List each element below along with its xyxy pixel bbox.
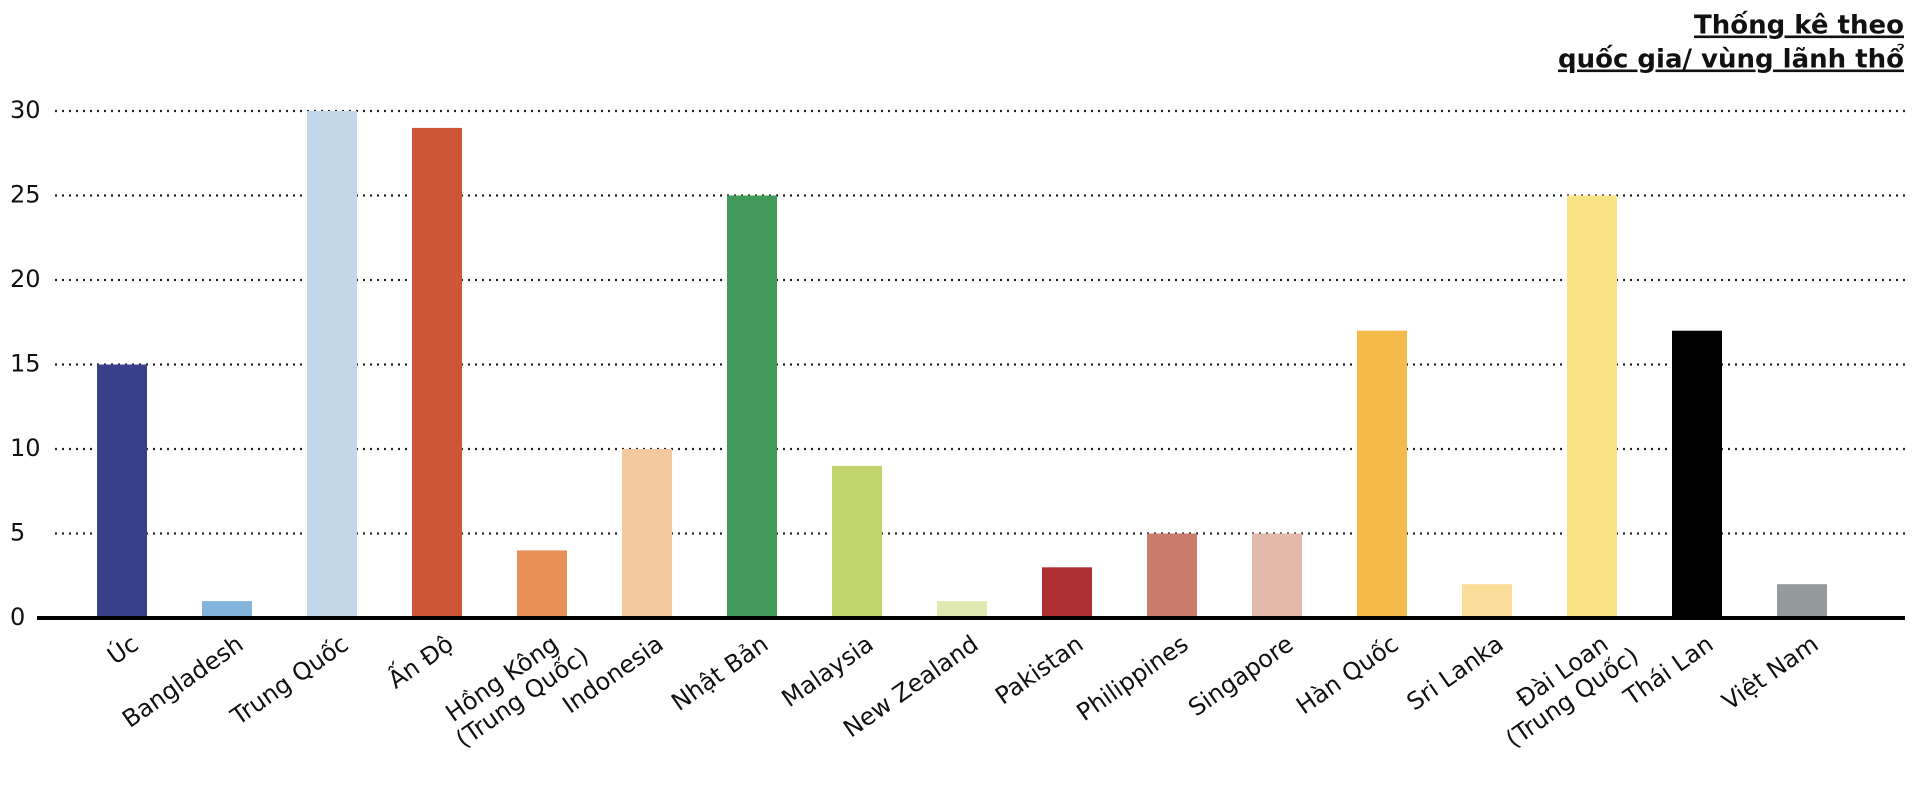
bar <box>412 127 462 619</box>
x-tick-label: Trung Quốc <box>225 630 354 732</box>
bar <box>1252 533 1302 618</box>
bar <box>622 449 672 618</box>
x-tick-label: Úc <box>101 628 143 670</box>
chart-title: quốc gia/ vùng lãnh thổ <box>1558 42 1904 75</box>
x-tick-label: Ấn Độ <box>381 626 459 694</box>
x-tick-label: Malaysia <box>776 630 878 713</box>
bar <box>1462 584 1512 618</box>
x-tick-label: Sri Lanka <box>1402 630 1509 717</box>
y-tick-label: 30 <box>10 96 41 124</box>
y-tick-label: 5 <box>10 519 25 547</box>
bar <box>307 111 357 618</box>
bar <box>1567 195 1617 618</box>
bar <box>1672 330 1722 618</box>
x-tick-label: Philippines <box>1071 630 1193 727</box>
bar <box>1042 567 1092 618</box>
y-tick-label: 0 <box>10 603 25 631</box>
x-tick-label: Hàn Quốc <box>1291 630 1403 720</box>
bar <box>202 601 252 618</box>
bar <box>727 195 777 618</box>
y-tick-label: 15 <box>10 350 41 378</box>
x-tick-label: Nhật Bản <box>666 630 773 717</box>
bar <box>1147 533 1197 618</box>
bar <box>1777 584 1827 618</box>
bar <box>1357 330 1407 618</box>
bar <box>97 364 147 618</box>
chart-title: Thống kê theo <box>1694 10 1904 41</box>
bar <box>517 550 567 618</box>
y-tick-label: 10 <box>10 434 41 462</box>
y-tick-label: 25 <box>10 181 41 209</box>
bar <box>937 601 987 618</box>
x-tick-label: Pakistan <box>990 630 1088 711</box>
x-tick-label: Singapore <box>1183 630 1298 722</box>
bar <box>832 465 882 618</box>
y-tick-label: 20 <box>10 265 41 293</box>
x-tick-label: Việt Nam <box>1717 630 1823 716</box>
